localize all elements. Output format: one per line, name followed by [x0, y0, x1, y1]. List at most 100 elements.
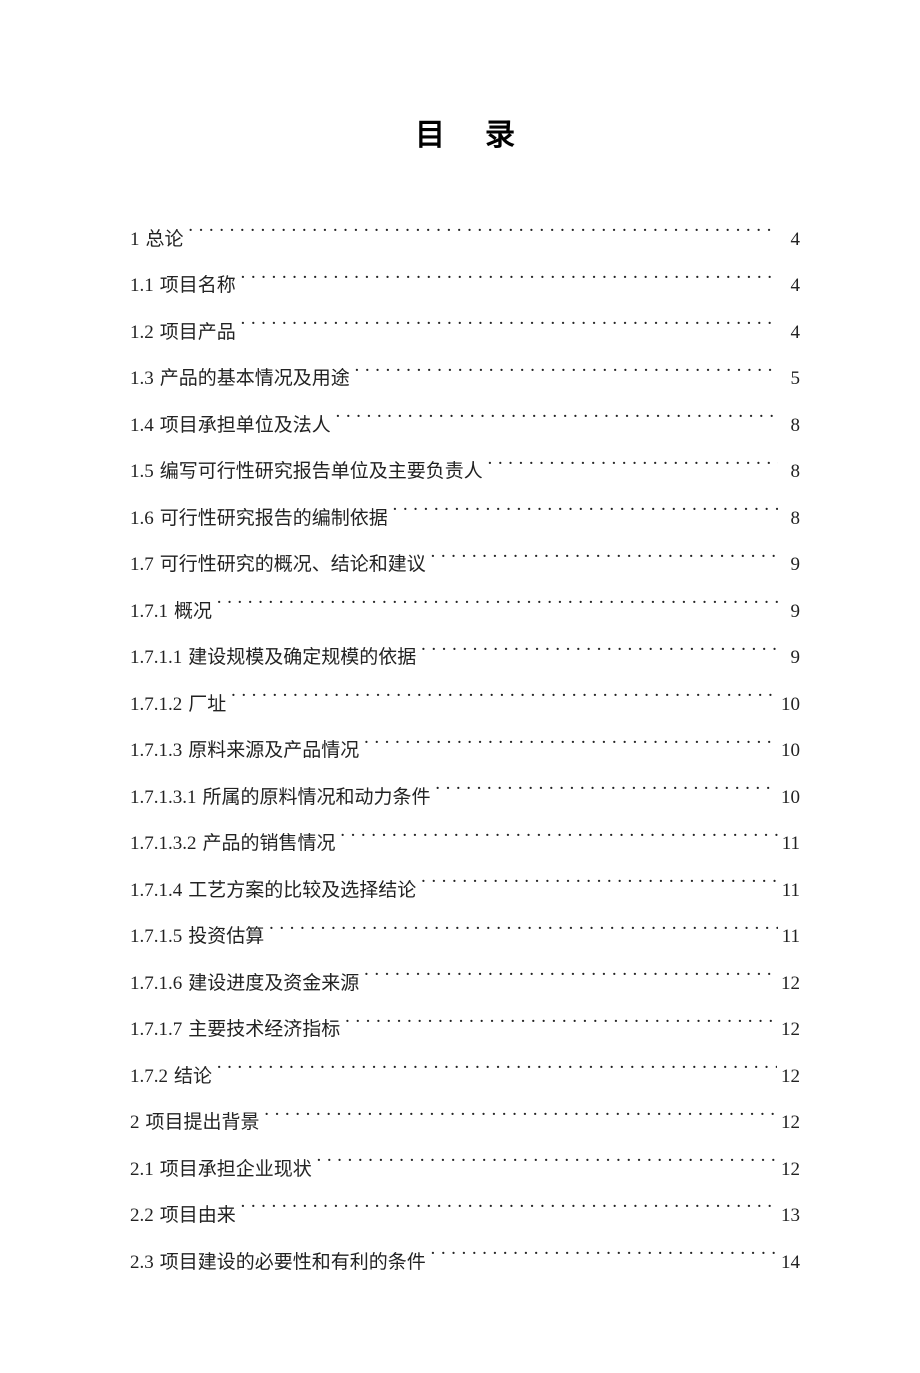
- toc-leader: [240, 317, 778, 338]
- toc-page: 12: [781, 1017, 800, 1044]
- toc-number: 1.7.1.6: [130, 971, 182, 998]
- toc-page: 9: [782, 599, 800, 626]
- toc-number: 1.5: [130, 459, 154, 486]
- toc-row: 1.7.1.3.1所属的原料情况和动力条件 10: [130, 782, 800, 811]
- toc-label: 编写可行性研究报告单位及主要负责人: [160, 459, 483, 486]
- toc-label: 所属的原料情况和动力条件: [203, 785, 431, 812]
- toc-row: 1.7.1.4工艺方案的比较及选择结论11: [130, 875, 800, 904]
- toc-label: 概况: [174, 599, 212, 626]
- toc-page: 11: [782, 924, 800, 951]
- toc-row: 1.7.2结论 12: [130, 1061, 800, 1090]
- toc-row: 1.7.1.5 投资估算 11: [130, 921, 800, 950]
- toc-number: 1.4: [130, 413, 154, 440]
- toc-number: 1.3: [130, 366, 154, 393]
- toc-leader: [420, 875, 777, 896]
- toc-number: 2.1: [130, 1157, 154, 1184]
- toc-page: 12: [781, 971, 800, 998]
- toc-leader: [264, 1107, 777, 1128]
- toc-number: 1.7.1.7: [130, 1017, 182, 1044]
- toc-page: 8: [782, 459, 800, 486]
- toc-number: 1.6: [130, 506, 154, 533]
- toc-row: 2.2 项目由来13: [130, 1200, 800, 1229]
- toc-page: 12: [781, 1064, 800, 1091]
- toc-leader: [240, 270, 778, 291]
- toc-number: 1.7.1.2: [130, 692, 182, 719]
- toc-row: 1.1项目名称 4: [130, 270, 800, 299]
- toc-row: 1.7.1.6建设进度及资金来源 12: [130, 968, 800, 997]
- toc-number: 2.3: [130, 1250, 154, 1277]
- toc-number: 2: [130, 1110, 140, 1137]
- toc-page: 14: [781, 1250, 800, 1277]
- toc-leader: [392, 503, 778, 524]
- toc-leader: [340, 828, 778, 849]
- toc-leader: [363, 735, 777, 756]
- toc-page: 9: [782, 645, 800, 672]
- toc-label: 主要技术经济指标: [188, 1017, 340, 1044]
- toc-label: 项目承担单位及法人: [160, 413, 331, 440]
- toc-row: 1.6可行性研究报告的编制依据 8: [130, 503, 800, 532]
- toc-number: 1.7.1.3.1: [130, 785, 197, 812]
- toc-number: 1.2: [130, 320, 154, 347]
- toc-leader: [216, 596, 778, 617]
- toc-label: 项目名称: [160, 273, 236, 300]
- toc-number: 1.7: [130, 552, 154, 579]
- toc-row: 2.3 项目建设的必要性和有利的条件 14: [130, 1247, 800, 1276]
- toc-leader: [363, 968, 777, 989]
- toc-page: 8: [782, 506, 800, 533]
- toc-row: 1.2项目产品 4: [130, 317, 800, 346]
- toc-label: 项目建设的必要性和有利的条件: [160, 1250, 426, 1277]
- toc-label: 原料来源及产品情况: [188, 738, 359, 765]
- toc-leader: [420, 642, 778, 663]
- toc-label: 建设规模及确定规模的依据: [188, 645, 416, 672]
- toc-page: 12: [781, 1157, 800, 1184]
- toc-row: 1总论4: [130, 224, 800, 253]
- toc-leader: [354, 363, 778, 384]
- toc-number: 1.7.1.3.2: [130, 831, 197, 858]
- toc-number: 1.7.2: [130, 1064, 168, 1091]
- toc-page: 10: [781, 692, 800, 719]
- toc-page: 11: [782, 831, 800, 858]
- toc-page: 12: [781, 1110, 800, 1137]
- toc-leader: [335, 410, 778, 431]
- toc-leader: [188, 224, 778, 245]
- toc-leader: [268, 921, 777, 942]
- toc-label: 可行性研究报告的编制依据: [160, 506, 388, 533]
- toc-row: 1.4项目承担单位及法人 8: [130, 410, 800, 439]
- toc-row: 1.7.1.1建设规模及确定规模的依据9: [130, 642, 800, 671]
- toc-label: 项目产品: [160, 320, 236, 347]
- toc-leader: [230, 689, 777, 710]
- toc-row: 1.7可行性研究的概况、结论和建议9: [130, 549, 800, 578]
- toc-leader: [240, 1200, 777, 1221]
- toc-page: 4: [782, 227, 800, 254]
- toc-label: 项目承担企业现状: [160, 1157, 312, 1184]
- toc-number: 1.7.1: [130, 599, 168, 626]
- toc-number: 1.1: [130, 273, 154, 300]
- toc-row: 1.7.1.7主要技术经济指标 12: [130, 1014, 800, 1043]
- toc-label: 项目由来: [160, 1203, 236, 1230]
- toc-page: 10: [781, 738, 800, 765]
- toc-page: 4: [782, 273, 800, 300]
- toc-row: 1.5编写可行性研究报告单位及主要负责人 8: [130, 456, 800, 485]
- toc-label: 结论: [174, 1064, 212, 1091]
- toc-leader: [487, 456, 778, 477]
- toc-number: 1.7.1.3: [130, 738, 182, 765]
- toc-row: 1.3产品的基本情况及用途5: [130, 363, 800, 392]
- toc-page: 5: [782, 366, 800, 393]
- toc-label: 建设进度及资金来源: [188, 971, 359, 998]
- toc-number: 1: [130, 227, 140, 254]
- toc-number: 1.7.1.5: [130, 924, 182, 951]
- toc-page: 10: [781, 785, 800, 812]
- toc-page: 4: [782, 320, 800, 347]
- toc-list: 1总论41.1项目名称41.2项目产品41.3产品的基本情况及用途51.4项目承…: [130, 224, 800, 1276]
- toc-leader: [430, 549, 778, 570]
- toc-leader: [316, 1154, 777, 1175]
- toc-title: 目录: [130, 110, 800, 154]
- toc-number: 2.2: [130, 1203, 154, 1230]
- toc-label: 投资估算: [188, 924, 264, 951]
- toc-row: 1.7.1.3.2产品的销售情况11: [130, 828, 800, 857]
- toc-label: 工艺方案的比较及选择结论: [188, 878, 416, 905]
- toc-page: 8: [782, 413, 800, 440]
- toc-label: 项目提出背景: [146, 1110, 260, 1137]
- toc-leader: [430, 1247, 777, 1268]
- toc-label: 厂址: [188, 692, 226, 719]
